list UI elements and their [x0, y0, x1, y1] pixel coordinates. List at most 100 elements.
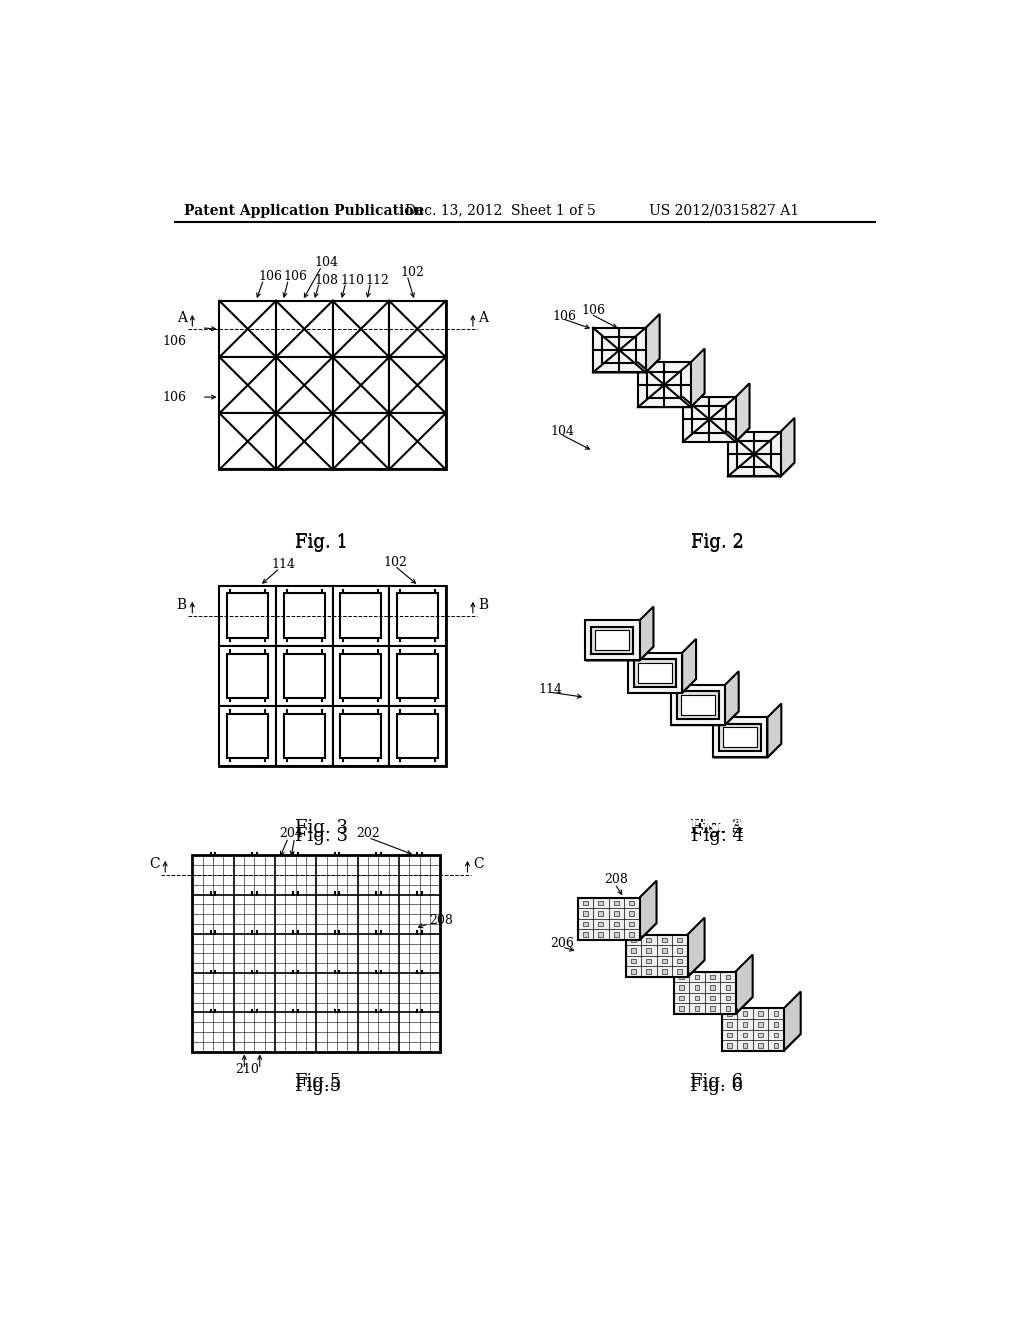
Polygon shape [674, 997, 753, 1014]
Bar [662, 969, 667, 974]
Bar [727, 1043, 732, 1048]
Bar [710, 995, 715, 1001]
Bar [758, 1011, 763, 1016]
Text: Fig.5: Fig.5 [294, 1073, 341, 1092]
Bar [758, 1022, 763, 1027]
Polygon shape [713, 718, 767, 758]
Bar [284, 714, 325, 758]
Polygon shape [722, 1034, 801, 1051]
Bar [726, 995, 730, 1001]
Text: 106: 106 [162, 335, 186, 348]
Bar [694, 985, 699, 990]
Polygon shape [783, 991, 801, 1051]
Polygon shape [671, 685, 725, 725]
Bar [389, 706, 445, 766]
Bar [646, 937, 651, 942]
Bar [634, 659, 676, 686]
Bar [340, 714, 381, 758]
Bar [677, 692, 719, 719]
Bar [678, 937, 682, 942]
Bar [333, 358, 389, 413]
Polygon shape [735, 383, 750, 442]
Text: Fig. 3: Fig. 3 [690, 814, 743, 833]
Bar [630, 911, 634, 916]
Polygon shape [640, 607, 653, 660]
Bar [630, 932, 634, 937]
Bar [710, 1006, 715, 1011]
Text: 210: 210 [234, 1063, 259, 1076]
Text: 208: 208 [429, 915, 453, 927]
Bar [333, 413, 389, 470]
Bar [193, 855, 440, 1052]
Bar [276, 358, 333, 413]
Bar [389, 413, 445, 470]
Text: Fig. 6: Fig. 6 [690, 1077, 743, 1096]
Bar [333, 301, 389, 358]
Polygon shape [626, 960, 705, 977]
Bar [646, 969, 651, 974]
Polygon shape [767, 704, 781, 758]
Bar [681, 696, 715, 715]
Bar [598, 932, 603, 937]
Bar [638, 663, 672, 682]
Bar [219, 301, 445, 470]
Text: Fig. 4: Fig. 4 [690, 820, 743, 837]
Bar [723, 727, 758, 747]
Text: Fig. 4: Fig. 4 [690, 828, 743, 845]
Bar [678, 948, 682, 953]
Bar [219, 706, 276, 766]
Polygon shape [640, 880, 656, 940]
Bar [583, 911, 588, 916]
Polygon shape [586, 647, 653, 660]
Bar [333, 706, 389, 766]
Text: Fig. 2: Fig. 2 [690, 533, 743, 550]
Polygon shape [586, 620, 640, 660]
Bar [726, 985, 730, 990]
Bar [276, 413, 333, 470]
Bar [678, 958, 682, 964]
Bar [614, 932, 618, 937]
Text: Fig. 6: Fig. 6 [690, 1073, 743, 1092]
Bar [630, 900, 634, 906]
Bar [630, 921, 634, 927]
Bar [397, 714, 438, 758]
Bar [710, 974, 715, 979]
Bar [694, 974, 699, 979]
Bar [276, 706, 333, 766]
Text: Fig. 4: Fig. 4 [690, 814, 743, 833]
Text: Dec. 13, 2012  Sheet 1 of 5: Dec. 13, 2012 Sheet 1 of 5 [406, 203, 596, 218]
Bar [583, 921, 588, 927]
Bar [284, 594, 325, 638]
Bar [631, 958, 636, 964]
Bar [726, 1006, 730, 1011]
Bar [389, 358, 445, 413]
Bar [662, 937, 667, 942]
Bar [662, 948, 667, 953]
Bar [389, 301, 445, 358]
Bar [679, 995, 684, 1001]
Bar [598, 921, 603, 927]
Bar [592, 627, 633, 655]
Text: 114: 114 [539, 684, 563, 696]
Polygon shape [682, 639, 696, 693]
Text: Fig. 3: Fig. 3 [690, 820, 743, 837]
Polygon shape [578, 923, 656, 940]
Text: 108: 108 [314, 273, 338, 286]
Text: C: C [473, 857, 483, 871]
Bar [389, 586, 445, 645]
Text: 202: 202 [356, 828, 380, 841]
Bar [679, 1006, 684, 1011]
Text: 104: 104 [550, 425, 574, 438]
Polygon shape [683, 428, 750, 442]
Bar [727, 1022, 732, 1027]
Bar [679, 985, 684, 990]
Bar [614, 911, 618, 916]
Bar [614, 900, 618, 906]
Bar [694, 995, 699, 1001]
Bar [758, 1032, 763, 1038]
Bar [773, 1022, 778, 1027]
Text: A: A [478, 312, 488, 325]
Bar [219, 358, 276, 413]
Bar [598, 911, 603, 916]
Bar [678, 969, 682, 974]
